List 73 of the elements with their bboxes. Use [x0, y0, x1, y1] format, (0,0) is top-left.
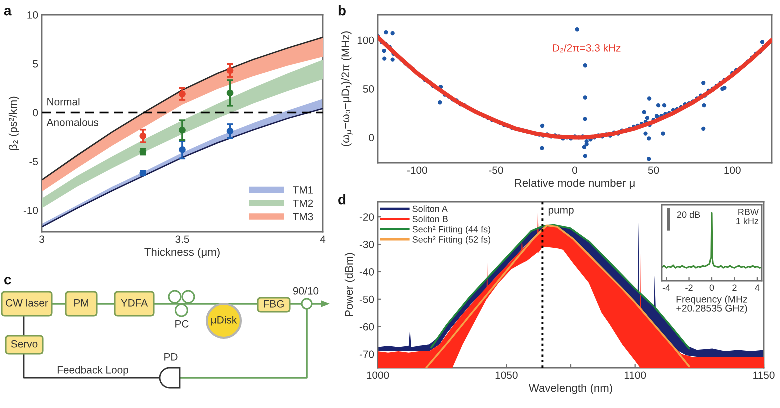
y-tick-label: 100 [358, 36, 374, 44]
y-tick-label: -5 [30, 158, 38, 166]
x-tick-label: -2 [686, 284, 693, 292]
annotation: RBW 1 kHz [736, 209, 759, 224]
x-tick-label: 4 [320, 236, 326, 244]
legend-label: TM3 [293, 213, 314, 221]
text: CW laser [6, 299, 48, 307]
point [226, 90, 234, 97]
annotation: Normal [48, 98, 80, 106]
y-tick-label: -30 [360, 241, 374, 248]
point [140, 132, 147, 140]
text: PC [176, 320, 189, 328]
text: FBG [264, 300, 284, 308]
x-tick-label: -100 [407, 166, 428, 174]
text: 90/10 [293, 287, 319, 295]
x-tick-label: -4 [662, 284, 670, 292]
point [179, 146, 186, 154]
ref-line-label: pump [548, 208, 574, 216]
x-tick-label: 50 [648, 166, 660, 174]
x-tick-label: 100 [724, 166, 741, 174]
x-tick-label: 1150 [754, 372, 775, 380]
y-tick-label: -70 [360, 350, 374, 358]
legend-label: Sech² Fitting (44 fs) [412, 226, 491, 234]
point [226, 67, 234, 74]
y-tick-label: -40 [360, 268, 374, 276]
x-tick-label: 0 [710, 284, 714, 292]
chart-title: b [338, 6, 346, 16]
text: YDFA [121, 300, 148, 307]
x-tick-label: 3.5 [176, 236, 190, 244]
x-tick-label: -50 [489, 166, 504, 174]
y-tick-label: 0 [369, 134, 374, 142]
y-tick-label: -10 [24, 206, 38, 214]
y-tick-label: -60 [360, 323, 374, 331]
x-tick-label: 1050 [496, 372, 518, 380]
y-tick-label: 10 [28, 12, 38, 19]
text: PM [74, 300, 88, 307]
legend-label: Soliton A [412, 206, 448, 212]
x-tick-label: 0 [572, 166, 578, 174]
point [226, 128, 234, 135]
y-axis-title: (ω$_{μ}$−ω₀−μD₁)/2π (MHz) [341, 32, 353, 146]
point [179, 126, 186, 134]
text: PD [164, 354, 178, 361]
y-axis-title: Power (dBm) [344, 253, 356, 316]
legend-label: TM2 [293, 200, 314, 208]
text: c [4, 277, 12, 285]
y-tick-label: 5 [33, 60, 38, 68]
y-tick-label: -50 [360, 296, 374, 304]
y-axis-title: β₂ (ps²/km) [8, 96, 20, 150]
x-axis-title: Frequency (MHz +20.28535 GHz) [676, 296, 748, 314]
text: Feedback Loop [58, 366, 128, 376]
legend-label: TM1 [293, 186, 314, 194]
x-tick-label: 1000 [367, 372, 390, 380]
text: μDisk [212, 316, 238, 326]
legend-label: Sech² Fitting (52 fs) [412, 236, 491, 245]
x-axis-title: Wavelength (nm) [528, 384, 612, 394]
x-tick-label: 1100 [624, 372, 646, 380]
y-tick-label: -20 [360, 214, 374, 221]
text: Servo [11, 340, 38, 348]
point [179, 90, 186, 98]
x-axis-title: Thickness (μm) [144, 248, 220, 258]
line-series [378, 35, 772, 140]
y-tick-label: 0 [33, 109, 38, 117]
legend-label: Soliton B [412, 216, 448, 222]
x-tick-label: 4 [755, 284, 760, 292]
x-tick-label: 2 [732, 284, 737, 292]
chart-title: a [4, 8, 12, 16]
x-tick-label: 3 [40, 236, 44, 244]
annotation: Anomalous [46, 118, 99, 126]
annotation: 20 dB [677, 211, 700, 218]
y-tick-label: 50 [363, 86, 374, 93]
annotation: D₂/2π=3.3 kHz [553, 44, 621, 53]
x-axis-title: Relative mode number μ [515, 178, 635, 190]
chart-title: d [338, 194, 346, 205]
